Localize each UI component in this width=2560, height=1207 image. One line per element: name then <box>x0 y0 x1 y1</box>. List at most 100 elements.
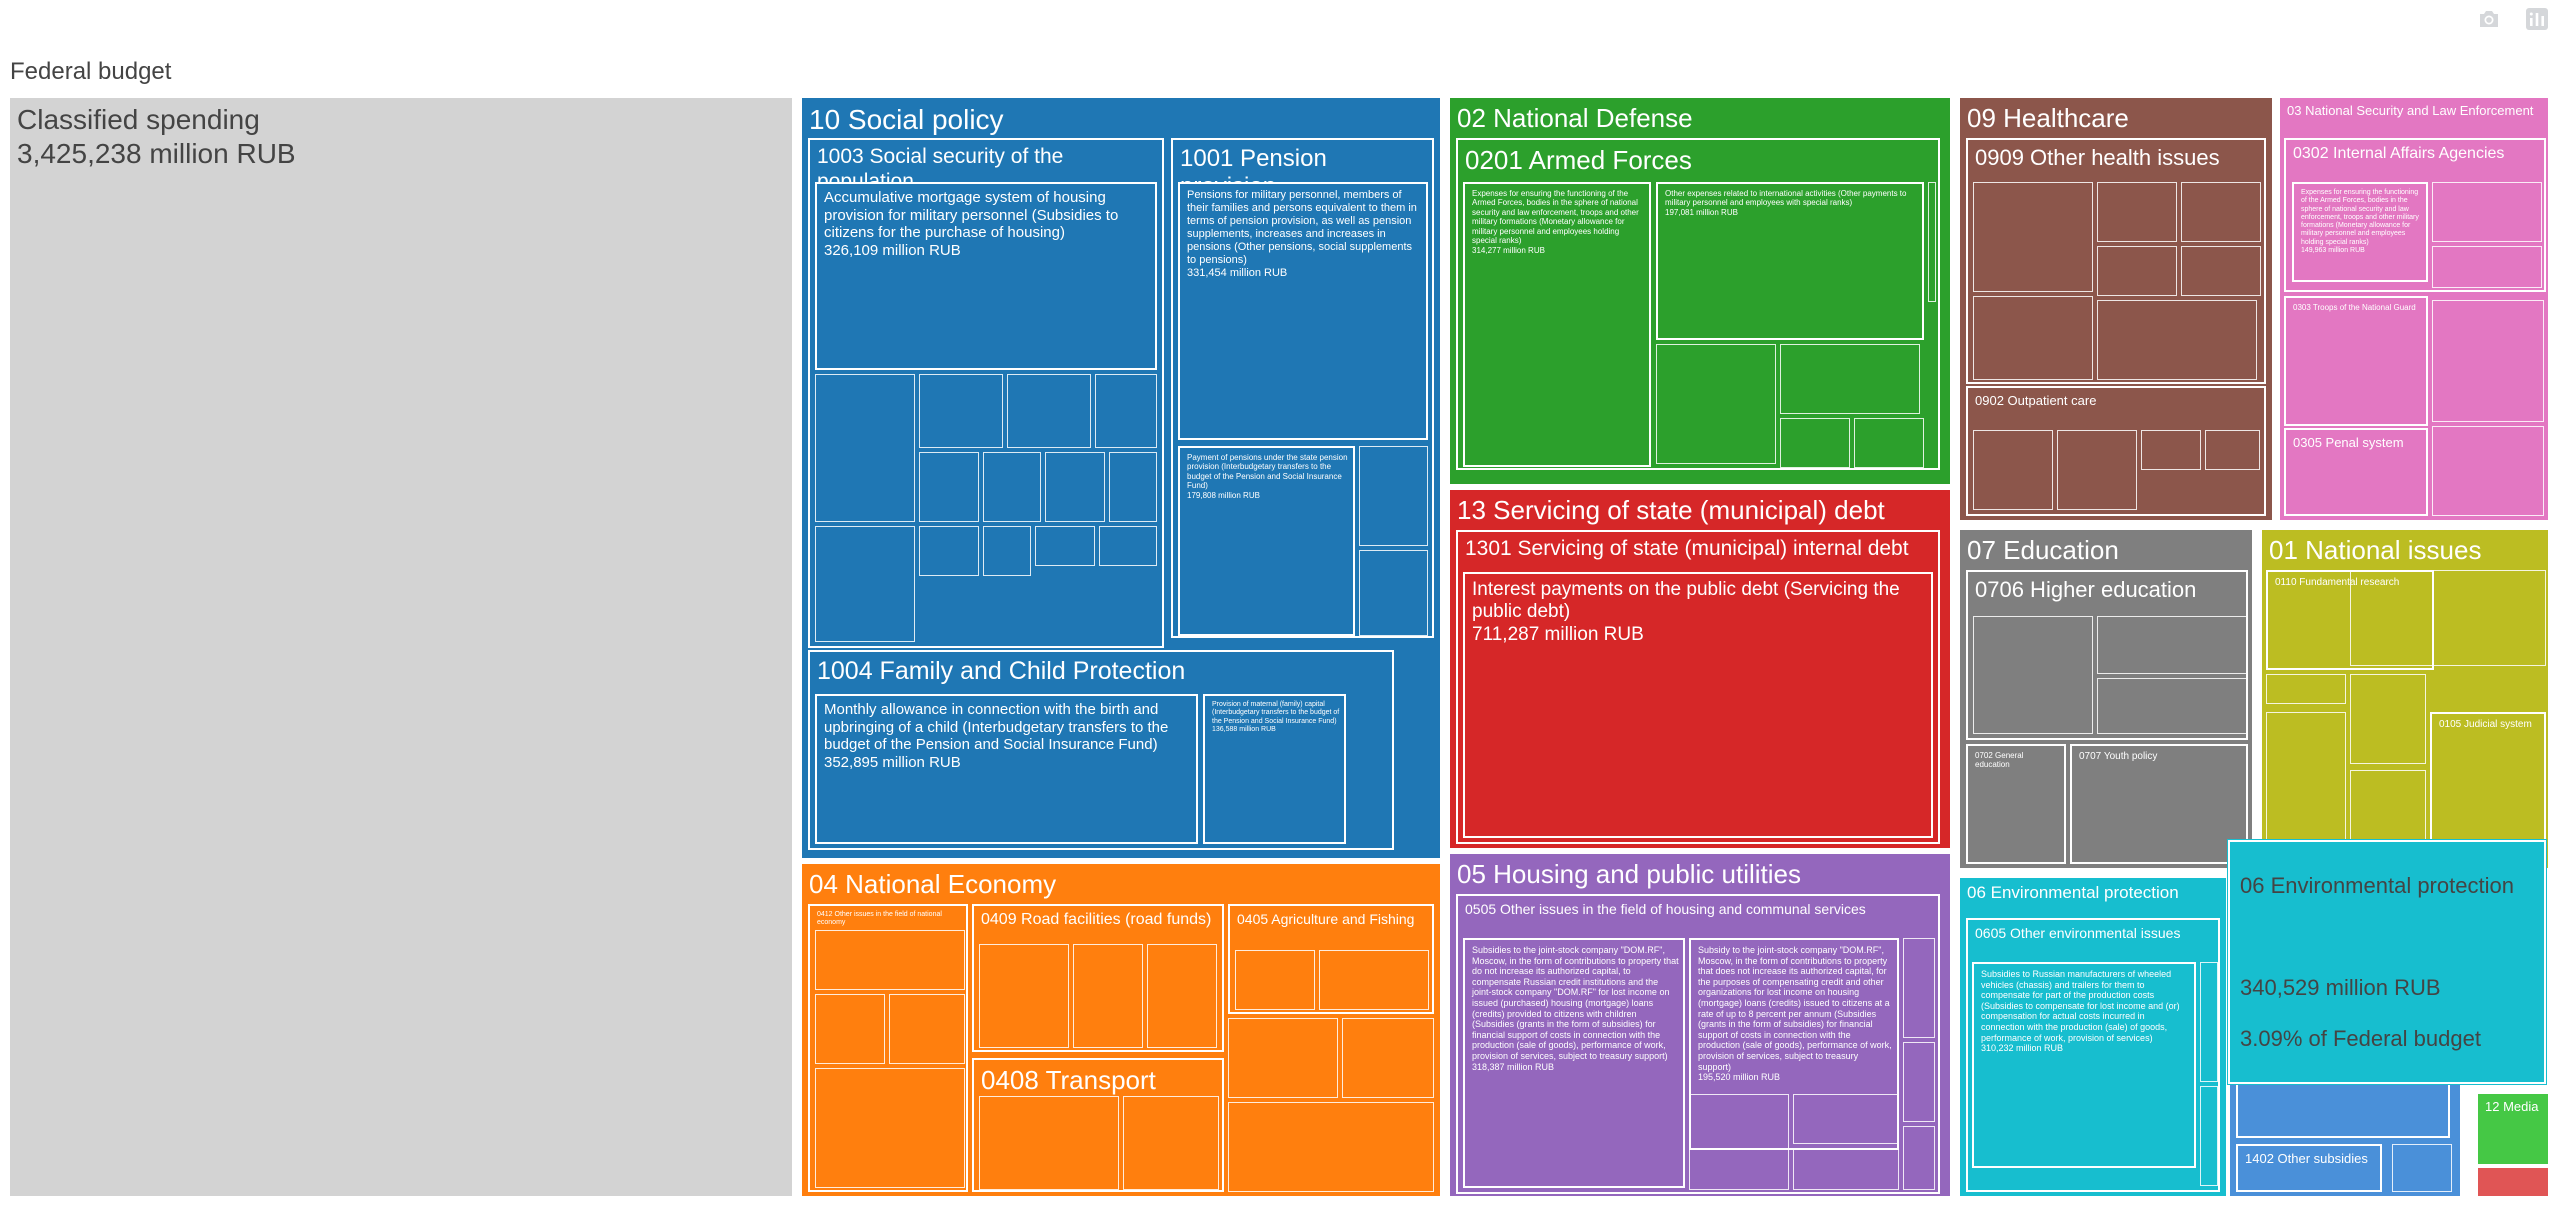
treemap-subtile[interactable] <box>1342 1018 1434 1098</box>
treemap-tile-s1004b[interactable]: Provision of maternal (family) capital (… <box>1203 694 1346 844</box>
treemap-tile-s1004a[interactable]: Monthly allowance in connection with the… <box>815 694 1198 844</box>
treemap-subtile[interactable] <box>2200 1086 2218 1186</box>
treemap-tile-s0505a[interactable]: Subsidies to the joint-stock company "DO… <box>1463 938 1685 1188</box>
treemap-tile-s0707[interactable]: 0707 Youth policy <box>2070 744 2248 864</box>
treemap-subtile[interactable] <box>2432 182 2542 242</box>
treemap-subtile[interactable] <box>1359 446 1428 546</box>
treemap-subtile[interactable] <box>1035 526 1095 566</box>
treemap-label-s1001a: Pensions for military personnel, members… <box>1187 189 1417 279</box>
treemap-subtile[interactable] <box>2392 1144 2452 1192</box>
treemap-tile-s0303[interactable]: 0303 Troops of the National Guard <box>2284 296 2428 426</box>
treemap-tile-s0409[interactable]: 0409 Road facilities (road funds) <box>972 904 1224 1052</box>
treemap-tile-s0201a[interactable]: Expenses for ensuring the functioning of… <box>1463 182 1651 467</box>
treemap-subtile[interactable] <box>1147 944 1217 1048</box>
treemap-tile-s0902[interactable]: 0902 Outpatient care <box>1966 386 2266 516</box>
treemap-tile-s1301a[interactable]: Interest payments on the public debt (Se… <box>1463 572 1933 838</box>
treemap-subtile[interactable] <box>1123 1096 1219 1190</box>
treemap-subtile[interactable] <box>1793 1148 1899 1190</box>
camera-icon[interactable] <box>2476 6 2502 32</box>
treemap-tile-s0302a[interactable]: Expenses for ensuring the functioning of… <box>2292 182 2428 282</box>
treemap-subtile[interactable] <box>2350 570 2546 666</box>
treemap-tile-s0505b[interactable]: Subsidy to the joint-stock company "DOM.… <box>1689 938 1899 1150</box>
treemap-subtile[interactable] <box>2141 430 2201 470</box>
treemap-subtile[interactable] <box>1656 344 1776 464</box>
treemap-label-s01: 01 National issues <box>2269 535 2482 565</box>
treemap-subtile[interactable] <box>919 374 1003 448</box>
treemap-subtile[interactable] <box>1973 182 2093 292</box>
treemap-label-s0505b: Subsidy to the joint-stock company "DOM.… <box>1698 945 1892 1083</box>
treemap-subtile[interactable] <box>983 526 1031 576</box>
treemap-subtile[interactable] <box>979 1096 1119 1190</box>
treemap-subtile[interactable] <box>1109 452 1157 522</box>
treemap-subtile[interactable] <box>1780 344 1920 414</box>
treemap-subtile[interactable] <box>815 994 885 1064</box>
plotly-logo-icon[interactable] <box>2524 6 2550 32</box>
treemap-subtile[interactable] <box>1007 374 1091 448</box>
treemap-tile-s0405[interactable]: 0405 Agriculture and Fishing <box>1228 904 1434 1014</box>
treemap-label-s0505: 0505 Other issues in the field of housin… <box>1465 901 1866 917</box>
treemap-subtile[interactable] <box>1319 950 1429 1010</box>
treemap-tile-s0105[interactable]: 0105 Judicial system <box>2430 712 2546 862</box>
treemap-subtile[interactable] <box>1903 1126 1935 1190</box>
treemap-subtile[interactable] <box>889 994 965 1064</box>
treemap-subtile[interactable] <box>2432 426 2544 516</box>
treemap-tile-classified[interactable]: Classified spending 3,425,238 million RUB <box>8 96 794 1198</box>
treemap-tile-s1402[interactable]: 1402 Other subsidies <box>2236 1144 2382 1192</box>
treemap-subtile[interactable] <box>2200 962 2218 1082</box>
treemap-label-s1004a: Monthly allowance in connection with the… <box>824 701 1169 772</box>
treemap-subtile[interactable] <box>2097 246 2177 296</box>
treemap-subtile[interactable] <box>1973 296 2093 380</box>
treemap-subtile[interactable] <box>1689 1094 1789 1190</box>
treemap-subtile[interactable] <box>919 526 979 576</box>
treemap-tile-s0412[interactable]: 0412 Other issues in the field of nation… <box>808 904 968 1192</box>
treemap-subtile[interactable] <box>2350 674 2426 764</box>
treemap-subtile[interactable] <box>2432 246 2542 288</box>
treemap-tile-s11[interactable] <box>2476 1166 2550 1198</box>
treemap-subtile[interactable] <box>2057 430 2137 510</box>
treemap-tile-s0305[interactable]: 0305 Penal system <box>2284 428 2428 516</box>
treemap-subtile[interactable] <box>1099 526 1157 566</box>
treemap-subtile[interactable] <box>815 374 915 522</box>
treemap-subtile[interactable] <box>1854 418 1924 468</box>
treemap-subtile[interactable] <box>2181 246 2261 296</box>
treemap-subtile[interactable] <box>1973 430 2053 510</box>
treemap-subtile[interactable] <box>1359 550 1428 636</box>
treemap-subtile[interactable] <box>2266 674 2346 704</box>
treemap-subtile[interactable] <box>2097 678 2247 734</box>
treemap-subtile[interactable] <box>1973 616 2093 734</box>
treemap-subtile[interactable] <box>979 944 1069 1048</box>
treemap-tile-s0909[interactable]: 0909 Other health issues <box>1966 138 2266 384</box>
treemap-subtile[interactable] <box>1780 418 1850 468</box>
treemap-tile-s0605a[interactable]: Subsidies to Russian manufacturers of wh… <box>1972 962 2196 1168</box>
treemap-tile-s1003a[interactable]: Accumulative mortgage system of housing … <box>815 182 1157 370</box>
treemap-tile-s12[interactable]: 12 Media <box>2476 1092 2550 1166</box>
treemap-subtile[interactable] <box>1228 1018 1338 1098</box>
treemap-subtile[interactable] <box>983 452 1041 522</box>
treemap-subtile[interactable] <box>1928 182 1936 302</box>
treemap-subtile[interactable] <box>815 1068 965 1188</box>
treemap-tile-s1001b[interactable]: Payment of pensions under the state pens… <box>1178 446 1355 636</box>
treemap-subtile[interactable] <box>2432 300 2544 422</box>
treemap-subtile[interactable] <box>919 452 979 522</box>
treemap-subtile[interactable] <box>1095 374 1157 448</box>
treemap-subtile[interactable] <box>815 526 915 642</box>
treemap-subtile[interactable] <box>1903 1042 1935 1122</box>
treemap-subtile[interactable] <box>2097 182 2177 242</box>
treemap-subtile[interactable] <box>1903 938 1935 1038</box>
treemap-subtile[interactable] <box>1228 1102 1434 1192</box>
treemap-tile-s0201b[interactable]: Other expenses related to international … <box>1656 182 1924 340</box>
treemap-subtile[interactable] <box>1045 452 1105 522</box>
treemap-subtile[interactable] <box>2181 182 2261 242</box>
treemap-tile-s1001a[interactable]: Pensions for military personnel, members… <box>1178 182 1428 440</box>
treemap-subtile[interactable] <box>1073 944 1143 1048</box>
treemap-subtile[interactable] <box>1235 950 1315 1010</box>
treemap-subtile[interactable] <box>2205 430 2260 470</box>
treemap-subtile[interactable] <box>2097 616 2247 674</box>
treemap-subtile[interactable] <box>815 930 965 990</box>
treemap-tile-s0706[interactable]: 0706 Higher education <box>1966 570 2248 740</box>
treemap-tile-s0408[interactable]: 0408 Transport <box>972 1058 1224 1192</box>
treemap-tile-s0702[interactable]: 0702 General education <box>1966 744 2066 864</box>
treemap-subtile[interactable] <box>2097 300 2257 380</box>
treemap-subtile[interactable] <box>1793 1094 1899 1144</box>
